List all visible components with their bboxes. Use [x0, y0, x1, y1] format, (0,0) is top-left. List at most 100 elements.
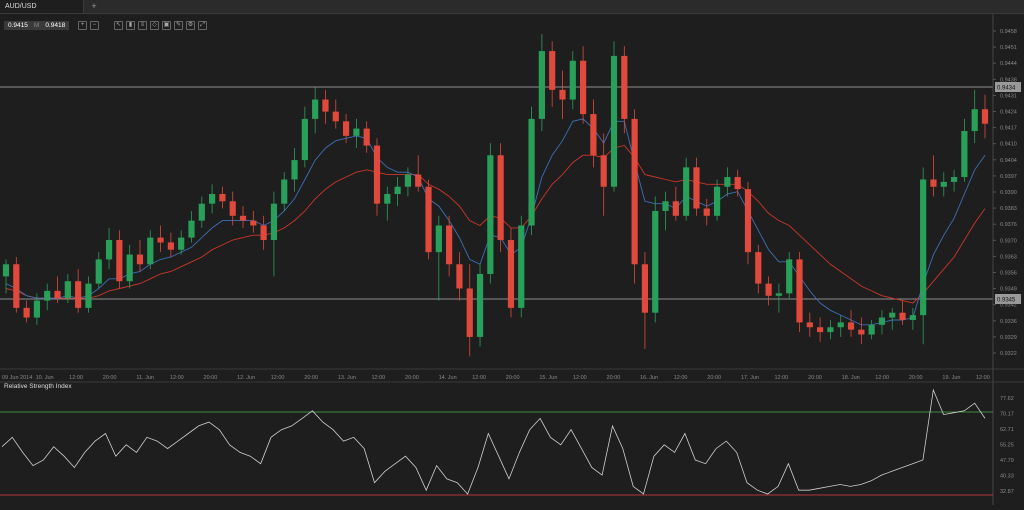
zoom-out-icon[interactable]: − [90, 21, 99, 30]
candle-body[interactable] [229, 201, 236, 216]
candle-body[interactable] [827, 327, 834, 333]
candle-body[interactable] [971, 109, 978, 132]
chart-area[interactable]: 0.9434 0.9345 0.9458 0.9451 0.9444 0.9438 0.9… [0, 14, 1024, 505]
candle-body[interactable] [136, 254, 144, 265]
candle-body[interactable] [538, 51, 545, 119]
candle-body[interactable] [930, 179, 937, 187]
candle-body[interactable] [23, 307, 30, 318]
candle-body[interactable] [549, 51, 556, 90]
candle-body[interactable] [13, 264, 20, 308]
candle-body[interactable] [507, 240, 515, 308]
bid-price[interactable]: 0.9415 [8, 22, 28, 29]
candle-body[interactable] [466, 288, 473, 337]
candle-body[interactable] [981, 109, 989, 124]
candle-body[interactable] [569, 60, 576, 100]
candle-body[interactable] [559, 89, 566, 100]
candle-body[interactable] [270, 203, 278, 241]
candle-body[interactable] [219, 194, 226, 202]
candle-body[interactable] [703, 208, 710, 216]
candle-body[interactable] [724, 177, 731, 187]
candle-body[interactable] [744, 189, 752, 253]
candle-body[interactable] [796, 259, 803, 323]
candle-body[interactable] [528, 118, 535, 226]
candle-body[interactable] [54, 290, 61, 299]
candle-body[interactable] [641, 264, 649, 313]
candle-body[interactable] [858, 329, 865, 335]
candle-body[interactable] [909, 315, 916, 320]
candle-body[interactable] [95, 259, 102, 284]
candle-body[interactable] [847, 322, 855, 330]
draw-icon[interactable]: ✎ [174, 21, 183, 30]
candle-body[interactable] [404, 174, 411, 187]
chart-svg[interactable]: 0.9434 0.9345 0.9458 0.9451 0.9444 0.9438 0.9… [0, 14, 1024, 505]
template-icon[interactable]: ▣ [162, 21, 171, 30]
candle-body[interactable] [940, 181, 947, 187]
candle-body[interactable] [672, 201, 679, 216]
candle-body[interactable] [899, 312, 906, 320]
candle-body[interactable] [281, 179, 288, 204]
candle-body[interactable] [837, 322, 844, 328]
candle-body[interactable] [167, 242, 174, 250]
ask-price[interactable]: 0.9418 [45, 22, 66, 29]
candle-body[interactable] [652, 210, 659, 313]
candle-body[interactable] [44, 290, 51, 301]
candle-body[interactable] [260, 225, 267, 241]
candle-body[interactable] [580, 60, 587, 115]
candle-body[interactable] [147, 237, 154, 265]
add-tab-button[interactable]: + [91, 1, 97, 11]
candle-body[interactable] [116, 240, 123, 282]
candle-body[interactable] [85, 283, 92, 308]
candle-body[interactable] [817, 327, 824, 333]
candle-body[interactable] [126, 254, 133, 282]
candle-body[interactable] [312, 99, 319, 119]
candle-body[interactable] [878, 317, 886, 325]
candle-body[interactable] [487, 155, 494, 274]
candle-body[interactable] [239, 215, 247, 221]
candle-body[interactable] [693, 167, 700, 209]
tab-audusd[interactable]: AUD/USD [0, 0, 84, 13]
candle-body[interactable] [621, 55, 628, 119]
candle-body[interactable] [178, 237, 185, 250]
candle-body[interactable] [291, 160, 298, 180]
candle-body[interactable] [950, 177, 958, 182]
candle-body[interactable] [889, 312, 896, 318]
fullscreen-icon[interactable]: ⤢ [198, 21, 207, 30]
candle-body[interactable] [435, 225, 442, 253]
candle-body[interactable] [786, 259, 793, 294]
candle-body[interactable] [775, 293, 782, 296]
candle-body[interactable] [363, 128, 370, 146]
candle-body[interactable] [920, 179, 927, 316]
candle-body[interactable] [209, 194, 216, 204]
zoom-in-icon[interactable]: + [78, 21, 87, 30]
candle-body[interactable] [415, 174, 422, 187]
candle-body[interactable] [2, 264, 10, 277]
candle-body[interactable] [765, 283, 772, 296]
candle-body[interactable] [157, 237, 164, 243]
settings-icon[interactable]: ⚙ [186, 21, 195, 30]
candle-body[interactable] [105, 240, 113, 260]
candle-body[interactable] [75, 281, 82, 308]
candle-body[interactable] [394, 186, 401, 194]
candle-body[interactable] [301, 118, 308, 161]
cursor-icon[interactable]: ↖ [114, 21, 123, 30]
indicators-icon[interactable]: ≡ [138, 21, 147, 30]
candle-body[interactable] [332, 111, 339, 122]
candle-body[interactable] [631, 118, 638, 265]
candle-body[interactable] [662, 201, 669, 211]
candle-body[interactable] [476, 273, 484, 337]
candle-body[interactable] [868, 324, 875, 335]
candle-body[interactable] [33, 300, 41, 318]
candle-body[interactable] [806, 322, 813, 328]
candle-body[interactable] [250, 220, 257, 226]
candle-body[interactable] [384, 194, 391, 204]
candle-body[interactable] [961, 131, 968, 178]
candle-body[interactable] [713, 186, 721, 216]
candle-body[interactable] [518, 225, 525, 308]
candle-body[interactable] [353, 128, 360, 136]
candle-body[interactable] [198, 203, 205, 221]
candle-body[interactable] [734, 177, 741, 190]
candle-body[interactable] [497, 155, 504, 241]
candle-body[interactable] [188, 220, 195, 238]
candle-body[interactable] [64, 281, 71, 299]
candle-body[interactable] [600, 155, 607, 187]
